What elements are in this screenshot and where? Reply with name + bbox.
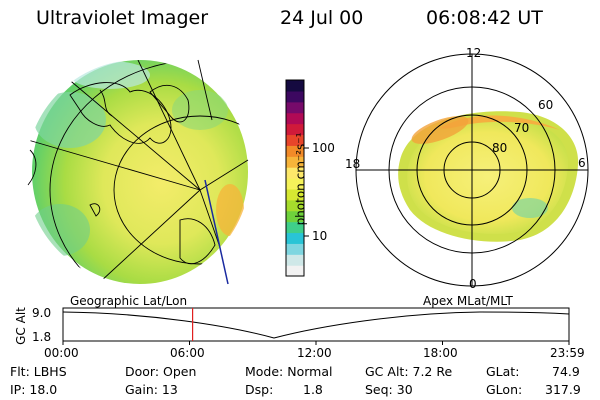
colorbar-stripe [286, 265, 304, 277]
geo-panel-label: Geographic Lat/Lon [70, 294, 188, 308]
orbit-x-tick-1: 06:00 [170, 346, 205, 360]
info-mode: Mode: Normal [245, 364, 333, 379]
colorbar-stripe [286, 90, 304, 103]
mlat-label-80: 80 [492, 141, 508, 155]
colorbar-stripe [286, 178, 304, 190]
orbit-y-tick-min: 1.8 [32, 330, 52, 344]
orbit-y-tick-max: 9.0 [32, 306, 52, 320]
info-dsp-label: Dsp: [245, 382, 274, 397]
info-door: Door: Open [125, 364, 197, 379]
info-dsp-value: 1.8 [303, 382, 323, 397]
date-label: 24 Jul 00 [280, 7, 364, 29]
mlt-label-18: 18 [345, 157, 361, 171]
info-ip: IP: 18.0 [10, 382, 58, 397]
orbit-x-tick-2: 12:00 [297, 346, 332, 360]
colorbar-stripe [286, 221, 304, 234]
colorbar-stripe [286, 210, 304, 223]
mlat-circles [355, 53, 589, 287]
colorbar-stripe [286, 101, 304, 114]
altitude-curve [62, 311, 570, 339]
colorbar-stripe [286, 243, 304, 255]
info-glon-label: GLon: [486, 382, 523, 397]
mlat-label-60: 60 [538, 98, 554, 112]
info-glat-label: GLat: [486, 364, 520, 379]
instrument-title: Ultraviolet Imager [36, 7, 209, 29]
colorbar-stripe [286, 188, 304, 201]
satellite-track [204, 179, 229, 285]
orbit-x-tick-0: 00:00 [44, 346, 79, 360]
mlt-label-12: 12 [466, 46, 482, 60]
colorbar-stripe [286, 199, 304, 212]
info-glon-value: 317.9 [545, 382, 581, 397]
colorbar-stripe [286, 112, 304, 125]
orbit-x-tick-4: 23:59 [550, 346, 585, 360]
polar-panel-label: Apex MLat/MLT [423, 294, 513, 308]
colorbar-stripe [286, 156, 304, 168]
orbit-y-label: GC Alt [14, 307, 28, 345]
mlt-label-6: 6 [578, 156, 586, 170]
color-scale-bar [285, 79, 309, 277]
lat-lon-grid [27, 60, 250, 284]
colorbar-stripe [286, 232, 304, 244]
mlat-label-70: 70 [514, 121, 530, 135]
colorbar-unit-label: photon cm⁻²s⁻¹ [293, 132, 308, 226]
info-gain: Gain: 13 [125, 382, 178, 397]
info-filter: Flt: LBHS [10, 364, 67, 379]
colorbar-stripe [286, 123, 304, 136]
colorbar-tick-100: 100 [312, 141, 335, 155]
colorbar-stripe [286, 134, 304, 146]
info-gc-alt: GC Alt: 7.2 Re [365, 364, 453, 379]
colorbar-stripe [286, 254, 304, 266]
info-seq: Seq: 30 [365, 382, 413, 397]
auroral-oval [398, 111, 579, 242]
colorbar-stripe [286, 167, 304, 179]
colorbar-tick-10: 10 [312, 229, 328, 243]
colorbar-stripe [286, 145, 304, 157]
mlt-label-0: 0 [469, 277, 477, 291]
polar-mlt-panel [355, 53, 589, 287]
time-label: 06:08:42 UT [426, 7, 543, 29]
orbit-altitude-strip [62, 307, 570, 345]
orbit-x-ticks [62, 341, 570, 345]
orbit-x-tick-3: 18:00 [423, 346, 458, 360]
colorbar-stripe [286, 80, 304, 92]
info-glat-value: 74.9 [552, 364, 580, 379]
